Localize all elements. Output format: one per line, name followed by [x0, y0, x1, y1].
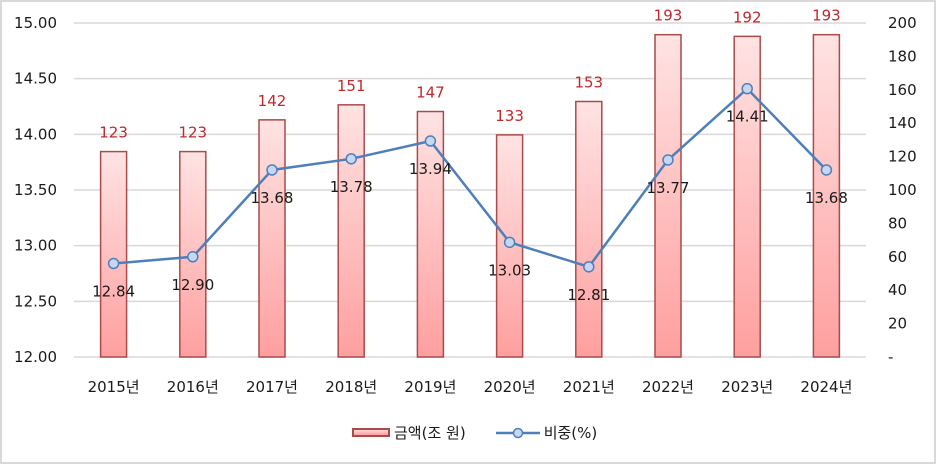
bar-value-label: 151	[337, 77, 366, 95]
line-value-label: 13.78	[330, 178, 373, 196]
line-marker	[107, 257, 120, 270]
bar	[99, 150, 128, 358]
left-axis-tick: 12.00	[14, 348, 57, 366]
legend-item-share: 비중(%)	[495, 422, 598, 443]
line-value-label: 13.03	[488, 261, 531, 279]
right-axis-tick: 200	[888, 14, 917, 32]
bar-swatch-icon	[352, 428, 390, 437]
bar	[337, 104, 365, 358]
right-axis-tick: 60	[888, 248, 907, 266]
left-axis-tick: 14.50	[14, 70, 57, 88]
bar-value-label: 192	[733, 8, 762, 26]
x-axis-label: 2024년	[800, 378, 852, 396]
x-axis-label: 2016년	[167, 378, 219, 396]
line-value-label: 14.41	[726, 108, 769, 126]
x-axis-label: 2019년	[404, 378, 456, 396]
left-axis-tick: 14.00	[14, 125, 57, 143]
left-axis-tick: 15.00	[14, 14, 57, 32]
x-axis-label: 2015년	[88, 378, 140, 396]
line-marker-icon	[495, 427, 540, 438]
x-axis-label: 2023년	[721, 378, 773, 396]
share-line	[113, 86, 828, 269]
right-axis-tick: 160	[888, 81, 917, 99]
left-axis-tick: 13.00	[14, 237, 57, 255]
x-axis-label: 2021년	[563, 378, 615, 396]
legend-label-share: 비중(%)	[543, 424, 598, 442]
bar-value-label: 193	[654, 7, 683, 25]
left-axis-tick: 13.50	[14, 181, 57, 199]
legend: 금액(조 원) 비중(%)	[352, 422, 597, 443]
line-marker	[583, 261, 595, 273]
right-axis-tick: 120	[888, 148, 917, 166]
line-value-label: 12.90	[171, 276, 214, 294]
right-axis-tick: -	[888, 348, 893, 366]
right-axis-tick: 40	[888, 281, 907, 299]
line-value-label: 13.77	[647, 179, 690, 197]
line-marker	[345, 153, 357, 165]
x-axis-label: 2017년	[246, 378, 298, 396]
left-axis-tick: 12.50	[14, 292, 57, 310]
line-marker	[820, 164, 833, 176]
line-value-label: 12.81	[567, 286, 610, 304]
bar	[416, 110, 445, 358]
x-axis-label: 2020년	[484, 378, 536, 396]
bar-value-label: 193	[812, 7, 841, 25]
line-marker	[503, 236, 516, 249]
bar-value-label: 153	[574, 73, 603, 91]
line-marker	[741, 82, 753, 95]
right-axis-tick: 80	[888, 214, 907, 232]
line-value-label: 13.94	[409, 160, 452, 178]
bar-value-label: 142	[258, 92, 287, 110]
bar	[575, 100, 603, 358]
right-axis-tick: 180	[888, 47, 917, 65]
line-value-label: 12.84	[92, 282, 135, 300]
right-axis-tick: 140	[888, 114, 917, 132]
bar	[258, 119, 286, 358]
bar-value-label: 123	[178, 124, 207, 142]
legend-label-amount: 금액(조 원)	[394, 424, 466, 442]
bar	[654, 33, 682, 358]
line-marker	[187, 251, 199, 263]
right-axis-tick: 20	[888, 315, 907, 333]
bar-value-label: 147	[416, 84, 445, 102]
x-axis-label: 2018년	[325, 378, 377, 396]
bar	[812, 33, 841, 358]
line-marker	[662, 154, 674, 166]
line-marker	[424, 135, 437, 147]
line-marker	[266, 164, 278, 176]
right-axis-tick: 100	[888, 181, 917, 199]
bar-value-label: 123	[99, 124, 128, 142]
line-value-label: 13.68	[251, 189, 294, 207]
legend-item-amount: 금액(조 원)	[352, 422, 466, 443]
line-value-label: 13.68	[805, 189, 848, 207]
bar-value-label: 133	[495, 107, 524, 125]
x-axis-label: 2022년	[642, 378, 694, 396]
